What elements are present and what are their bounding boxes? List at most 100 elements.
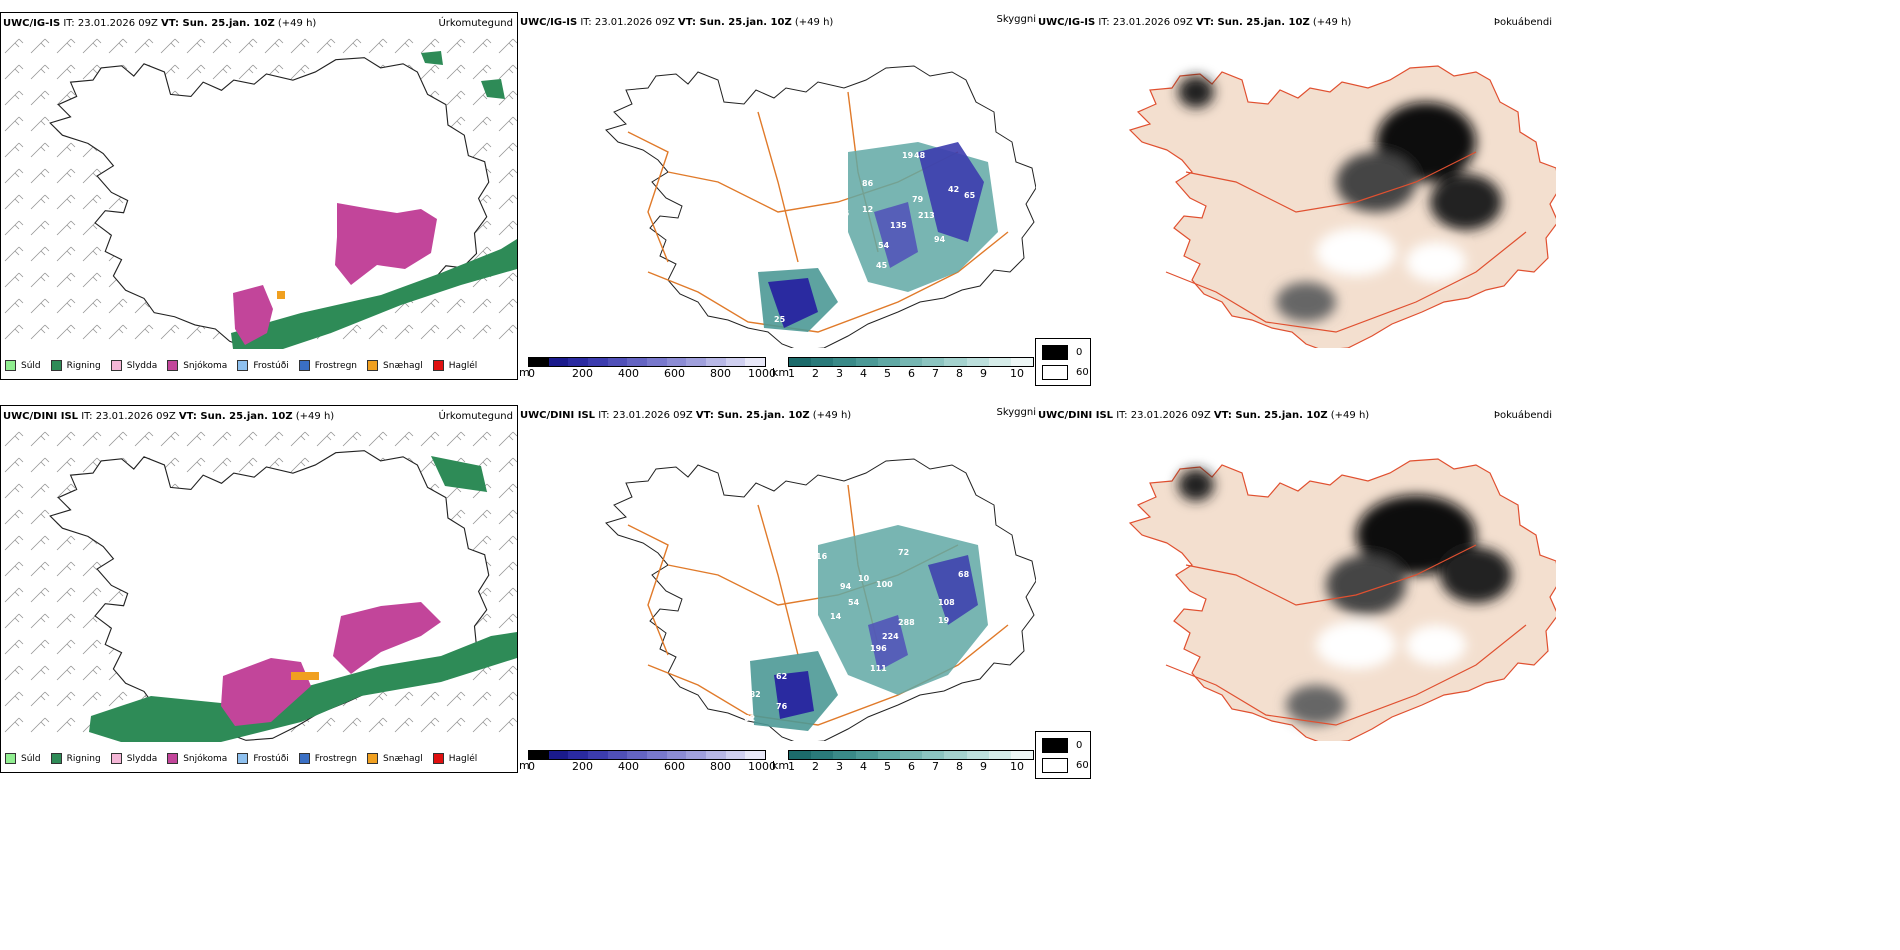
legend-item-sudl: Súld <box>5 753 41 764</box>
panel-title: Skyggni <box>996 407 1036 418</box>
fog-legend: 0 60 <box>1035 731 1091 779</box>
ceiling-label: 62 <box>776 672 787 681</box>
visibility-unit: km <box>772 759 790 772</box>
ceiling-label: 213 <box>918 211 935 220</box>
visibility-map[interactable]: 25 61 54 45 94 135 213 79 48 19 40 106 1… <box>518 32 1036 348</box>
snow-hail-area <box>277 291 285 299</box>
ceiling-label: 80 <box>918 490 930 499</box>
legend-item-snjokoma: Snjókoma <box>167 360 227 371</box>
ceiling-label: 48 <box>914 151 926 160</box>
precip-map[interactable] <box>1 426 517 742</box>
precip-panel-row2: UWC/DINI ISL IT: 23.01.2026 09Z VT: Sun.… <box>0 405 518 773</box>
legend-item-rigning: Rigning <box>50 753 101 764</box>
visibility-panel-row1: UWC/IG-IS IT: 23.01.2026 09Z VT: Sun. 25… <box>518 12 1036 380</box>
panel-header: UWC/DINI ISL IT: 23.01.2026 09Z VT: Sun.… <box>3 411 335 422</box>
ceiling-label: 182 <box>744 690 761 699</box>
legend-item-frostregn: Frostregn <box>298 360 357 371</box>
ceiling-label: 56 <box>860 506 872 515</box>
ceiling-label: 61 <box>750 301 762 310</box>
panel-header: UWC/DINI ISL IT: 23.01.2026 09Z VT: Sun.… <box>1038 410 1370 421</box>
ceiling-label: 111 <box>870 664 887 673</box>
legend-item-slydda: Slydda <box>110 753 157 764</box>
snow-areas <box>233 203 437 345</box>
ceiling-label: 14 <box>830 612 842 621</box>
ceiling-label: 196 <box>870 644 887 653</box>
ceiling-label: 288 <box>898 618 915 627</box>
rain-areas <box>231 51 517 349</box>
fog-panel-row1: UWC/IG-IS IT: 23.01.2026 09Z VT: Sun. 25… <box>1035 12 1556 386</box>
ceiling-label: 10 <box>858 574 870 583</box>
legend-item-frostregn: Frostregn <box>298 753 357 764</box>
ceiling-label: 94 <box>934 235 946 244</box>
fog-roads <box>1165 151 1527 333</box>
legend-item-slydda: Slydda <box>110 360 157 371</box>
snow-areas <box>221 602 441 726</box>
legend-item-hagel: Haglél <box>432 753 477 764</box>
ceiling-label: 94 <box>840 582 852 591</box>
ceiling-label: 106 <box>938 129 955 138</box>
ceiling-labels: 25 61 54 45 94 135 213 79 48 19 40 106 1… <box>750 109 976 324</box>
ceiling-label: 19 <box>938 616 950 625</box>
ceiling-label: 46 <box>838 209 850 218</box>
model-name: UWC/IG-IS <box>3 18 61 29</box>
init-time: IT: 23.01.2026 09Z <box>60 18 162 29</box>
fog-map[interactable] <box>1036 32 1556 348</box>
precip-legend: Súld Rigning Slydda Snjókoma Frostúði Fr… <box>5 753 477 764</box>
ceiling-label: 12 <box>862 205 873 214</box>
visibility-panel-row2: UWC/DINI ISL IT: 23.01.2026 09Z VT: Sun.… <box>518 405 1036 773</box>
ceiling-colorbar: 0 200 400 600 800 1000 <box>528 750 776 774</box>
ceiling-label: 62 <box>744 714 755 723</box>
legend-item-frostudi: Frostúði <box>237 360 289 371</box>
legend-item-hagel: Haglél <box>432 360 477 371</box>
precip-map[interactable] <box>1 33 517 349</box>
fog-panel-row2: UWC/DINI ISL IT: 23.01.2026 09Z VT: Sun.… <box>1035 405 1556 779</box>
valid-time: VT: Sun. 25.jan. 10Z <box>161 18 275 29</box>
ceiling-label: 40 <box>922 109 934 118</box>
legend-item-snaehagl: Snæhagl <box>367 360 423 371</box>
ceiling-label: 224 <box>882 632 899 641</box>
visibility-unit: km <box>772 366 790 379</box>
ceiling-label: 108 <box>938 598 955 607</box>
ceiling-labels: 62 76 182 62 111 196 224 288 14 94 54 10… <box>744 490 974 723</box>
ceiling-label: 54 <box>848 598 860 607</box>
visibility-colorbar: 1 2 3 4 5 6 7 8 9 10 <box>788 357 1034 381</box>
ceiling-label: 68 <box>958 570 970 579</box>
ceiling-label: 45 <box>876 261 888 270</box>
ceiling-unit: m <box>519 366 530 379</box>
ceiling-label: 76 <box>776 702 788 711</box>
ceiling-label: 100 <box>876 580 893 589</box>
legend-item-frostudi: Frostúði <box>237 753 289 764</box>
visibility-colorbar: 1 2 3 4 5 6 7 8 9 10 <box>788 750 1034 774</box>
precip-panel-row1: UWC/IG-IS IT: 23.01.2026 09Z VT: Sun. 25… <box>0 12 518 380</box>
ceiling-unit: m <box>519 759 530 772</box>
precip-legend: Súld Rigning Slydda Snjókoma Frostúði Fr… <box>5 360 477 371</box>
panel-title: Úrkomutegund <box>438 18 513 29</box>
panel-title: Þokuábendi <box>1493 17 1552 28</box>
ceiling-label: 86 <box>862 179 874 188</box>
fog-shading <box>1178 469 1512 725</box>
panel-header: UWC/DINI ISL IT: 23.01.2026 09Z VT: Sun.… <box>520 410 852 421</box>
visibility-map[interactable]: 62 76 182 62 111 196 224 288 14 94 54 10… <box>518 425 1036 741</box>
ceiling-label: 72 <box>898 548 909 557</box>
ceiling-label: 42 <box>948 185 959 194</box>
ceiling-label: 99 <box>962 522 974 531</box>
rain-areas <box>89 456 517 742</box>
legend-item-snjokoma: Snjókoma <box>167 753 227 764</box>
panel-title: Þokuábendi <box>1493 410 1552 421</box>
panel-title: Úrkomutegund <box>438 411 513 422</box>
panel-title: Skyggni <box>996 14 1036 25</box>
ceiling-label: 16 <box>816 552 828 561</box>
panel-header: UWC/IG-IS IT: 23.01.2026 09Z VT: Sun. 25… <box>1038 17 1352 28</box>
fog-legend: 0 60 <box>1035 338 1091 386</box>
fog-shading <box>1178 76 1502 322</box>
ceiling-label: 54 <box>878 241 890 250</box>
snow-hail-area <box>291 672 319 680</box>
fog-map[interactable] <box>1036 425 1556 741</box>
ceiling-label: 19 <box>902 151 914 160</box>
legend-item-rigning: Rigning <box>50 360 101 371</box>
ceiling-colorbar: 0 200 400 600 800 1000 <box>528 357 776 381</box>
ceiling-label: 135 <box>890 221 907 230</box>
legend-item-snaehagl: Snæhagl <box>367 753 423 764</box>
visibility-fill <box>750 525 988 731</box>
ceiling-label: 65 <box>964 191 976 200</box>
